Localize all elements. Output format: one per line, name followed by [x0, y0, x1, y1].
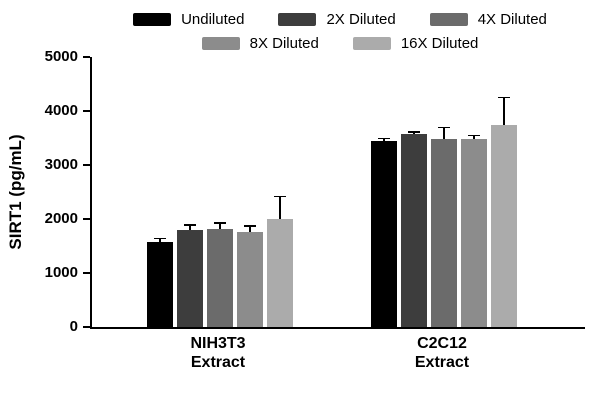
legend-label: 8X Diluted	[249, 35, 319, 52]
error-bar-cap	[244, 225, 256, 227]
legend-swatch	[201, 37, 240, 50]
x-axis-label-nih3t3: NIH3T3 Extract	[190, 334, 245, 372]
error-bar-cap	[408, 131, 420, 133]
y-tick-label: 5000	[44, 48, 78, 65]
y-tick-mark	[83, 218, 90, 220]
legend-item-undiluted: Undiluted	[133, 12, 244, 27]
legend-row: Undiluted 2X Diluted 4X Diluted	[133, 12, 547, 27]
error-bar-cap	[184, 224, 196, 226]
x-axis-label-c2c12: C2C12 Extract	[415, 334, 469, 372]
legend-swatch	[429, 13, 468, 26]
legend-item-16x-diluted: 16X Diluted	[352, 35, 479, 52]
error-bar	[219, 223, 221, 229]
y-tick-label: 2000	[44, 210, 78, 227]
bar-8x-diluted-group1	[461, 139, 487, 327]
error-bar	[249, 226, 251, 232]
bar-2x-diluted-group0	[177, 230, 203, 327]
y-tick-mark	[83, 164, 90, 166]
y-tick-label: 0	[69, 318, 78, 335]
legend-label: 2X Diluted	[326, 11, 396, 28]
error-bar-cap	[154, 237, 166, 240]
error-bar-cap	[438, 126, 450, 129]
error-bar-cap	[498, 96, 510, 99]
legend-item-4x-diluted: 4X Diluted	[429, 11, 547, 28]
error-bar	[383, 139, 385, 141]
legend-row: 8X Diluted 16X Diluted	[201, 35, 479, 52]
bar-4x-diluted-group1	[431, 139, 457, 327]
x-axis-label-line2: Extract	[190, 354, 246, 371]
error-bar	[159, 239, 161, 242]
error-bar	[413, 132, 415, 134]
y-tick-mark	[83, 272, 90, 274]
bar-16x-diluted-group1	[491, 125, 517, 327]
error-bar-cap	[468, 134, 480, 137]
bar-2x-diluted-group1	[401, 133, 427, 327]
y-tick-label: 4000	[44, 102, 78, 119]
y-tick-mark	[83, 326, 90, 328]
x-axis-label-line1: C2C12	[417, 335, 467, 352]
legend-label: 4X Diluted	[477, 11, 547, 28]
error-bar-cap	[274, 195, 286, 198]
plot-area	[83, 56, 585, 329]
x-axis-label-line1: NIH3T3	[190, 335, 246, 352]
chart-legend: Undiluted 2X Diluted 4X Diluted 8X Diluted 1…	[90, 12, 590, 51]
x-axis-label-line2: Extract	[414, 354, 470, 371]
error-bar	[279, 197, 281, 219]
legend-label: 16X Diluted	[400, 35, 479, 52]
y-tick-label: 3000	[44, 156, 78, 173]
bar-4x-diluted-group0	[207, 229, 233, 327]
error-bar-cap	[214, 222, 226, 224]
error-bar	[473, 136, 475, 140]
bar-16x-diluted-group0	[267, 219, 293, 327]
legend-item-2x-diluted: 2X Diluted	[278, 11, 396, 28]
error-bar	[189, 225, 191, 231]
y-tick-mark	[83, 56, 90, 58]
legend-swatch	[352, 37, 391, 50]
legend-swatch	[278, 13, 317, 26]
error-bar	[443, 128, 445, 140]
legend-label: Undiluted	[181, 11, 245, 28]
legend-swatch	[133, 13, 172, 26]
legend-item-8x-diluted: 8X Diluted	[201, 35, 319, 52]
error-bar	[503, 98, 505, 126]
y-tick-label: 1000	[44, 264, 78, 281]
bar-undiluted-group1	[371, 140, 397, 327]
y-tick-mark	[83, 110, 90, 112]
bar-8x-diluted-group0	[237, 231, 263, 327]
error-bar-cap	[378, 137, 390, 140]
bar-undiluted-group0	[147, 241, 173, 327]
y-axis-title: SIRT1 (pg/mL)	[6, 134, 25, 250]
